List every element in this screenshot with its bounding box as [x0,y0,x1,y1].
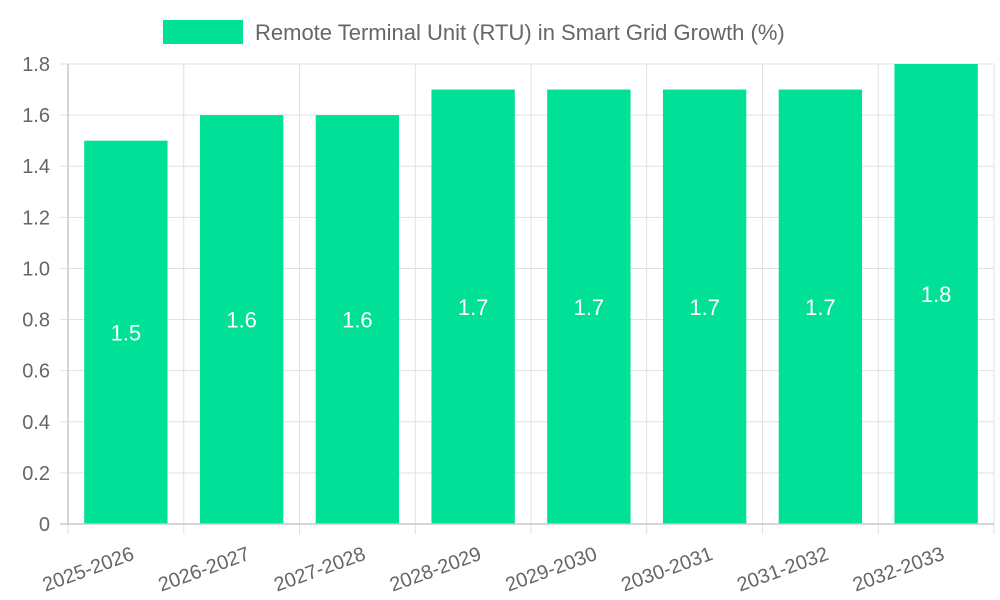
bar-value-label: 1.7 [805,295,836,320]
y-tick-label: 1.0 [22,258,50,280]
bar[interactable] [778,89,863,525]
bar-value-label: 1.6 [342,308,373,333]
legend-label: Remote Terminal Unit (RTU) in Smart Grid… [255,20,785,45]
y-tick-label: 0.6 [22,361,50,383]
x-tick-label: 2027-2028 [271,543,368,596]
bar-value-label: 1.7 [574,295,605,320]
bars-layer [84,64,978,525]
y-tick-label: 1.2 [22,207,50,229]
bar-value-label: 1.7 [458,295,489,320]
bar[interactable] [199,115,284,524]
y-tick-label: 0.2 [22,463,50,485]
y-tick-label: 1.4 [22,156,50,178]
x-tick-label: 2026-2027 [155,543,252,596]
data-labels-layer: 1.5 1.6 1.6 1.7 1.7 1.7 1.7 1.8 [111,282,952,345]
y-tick-label: 0 [39,514,50,536]
y-tick-label: 0.4 [22,412,50,434]
y-tick-label: 1.8 [22,54,50,76]
x-tick-label: 2032-2033 [850,543,947,596]
x-tick-label: 2029-2030 [503,543,600,596]
legend-swatch [163,20,243,44]
y-tick-label: 0.8 [22,310,50,332]
bar[interactable] [84,140,168,524]
bar[interactable] [315,115,400,524]
bar[interactable] [894,64,978,524]
bar-value-label: 1.8 [921,282,952,307]
bar-value-label: 1.6 [226,308,257,333]
x-tick-label: 2025-2026 [40,543,137,596]
bar[interactable] [431,89,515,525]
bar[interactable] [662,89,747,525]
bar-value-label: 1.7 [689,295,720,320]
legend[interactable]: Remote Terminal Unit (RTU) in Smart Grid… [163,20,785,45]
x-tick-label: 2031-2032 [734,543,831,596]
bar-value-label: 1.5 [111,320,142,345]
y-tick-label: 1.6 [22,105,50,127]
x-tick-label: 2028-2029 [387,543,484,596]
x-tick-label: 2030-2031 [618,543,715,596]
bar[interactable] [547,89,631,525]
